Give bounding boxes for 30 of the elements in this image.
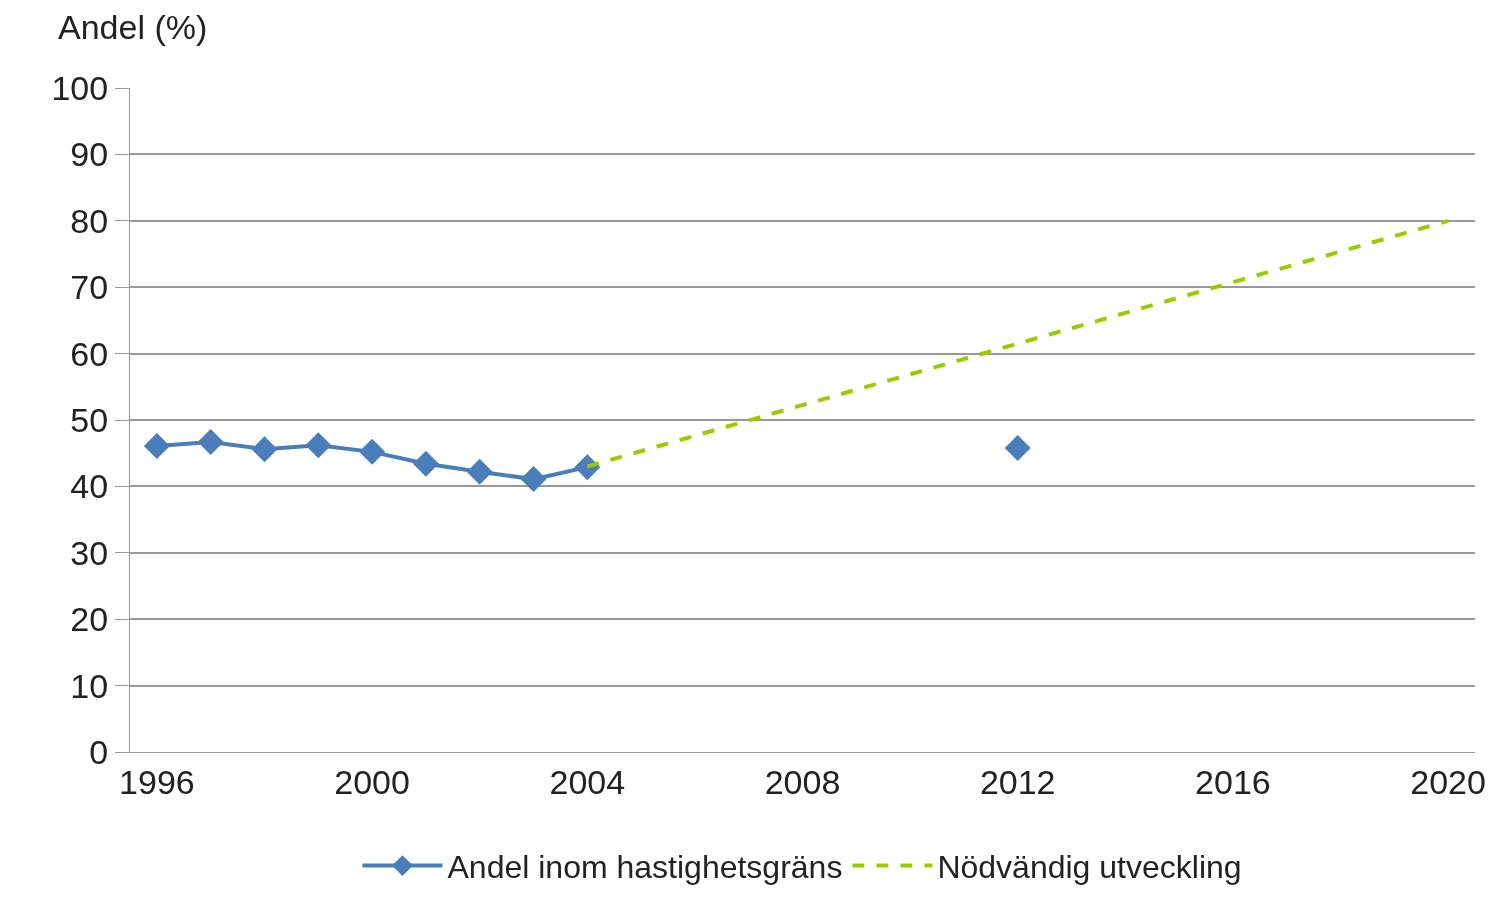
y-tick-label: 60 bbox=[70, 334, 109, 373]
point bbox=[1004, 434, 1031, 461]
x-tick-label: 1996 bbox=[119, 762, 195, 801]
x-tick-label: 2020 bbox=[1410, 762, 1486, 801]
point bbox=[466, 458, 493, 485]
point bbox=[197, 428, 224, 455]
point bbox=[359, 438, 386, 465]
y-tick-label: 10 bbox=[70, 666, 109, 705]
legend-label: Andel inom hastighetsgräns bbox=[447, 849, 843, 886]
legend-label: Nödvändig utveckling bbox=[937, 849, 1242, 886]
x-tick-label: 2004 bbox=[549, 762, 626, 801]
y-tick-label: 90 bbox=[70, 135, 109, 174]
y-tick-label: 50 bbox=[70, 400, 109, 439]
y-tick-label: 40 bbox=[70, 467, 109, 506]
y-axis-title: Andel (%) bbox=[58, 8, 208, 46]
y-tick-label: 100 bbox=[51, 68, 109, 107]
y-tick-label: 70 bbox=[70, 268, 109, 307]
y-tick-label: 0 bbox=[89, 732, 109, 771]
x-tick-label: 2008 bbox=[764, 762, 841, 801]
point bbox=[412, 450, 439, 477]
x-tick-label: 2012 bbox=[979, 762, 1056, 801]
y-tick-label: 20 bbox=[70, 600, 109, 639]
x-tick-label: 2016 bbox=[1195, 762, 1271, 801]
x-tick-label: 2000 bbox=[334, 762, 410, 801]
point bbox=[520, 466, 547, 493]
y-tick-label: 30 bbox=[70, 533, 109, 572]
point bbox=[251, 436, 278, 463]
point bbox=[305, 432, 332, 459]
y-tick-label: 80 bbox=[70, 201, 109, 240]
point bbox=[143, 432, 170, 459]
